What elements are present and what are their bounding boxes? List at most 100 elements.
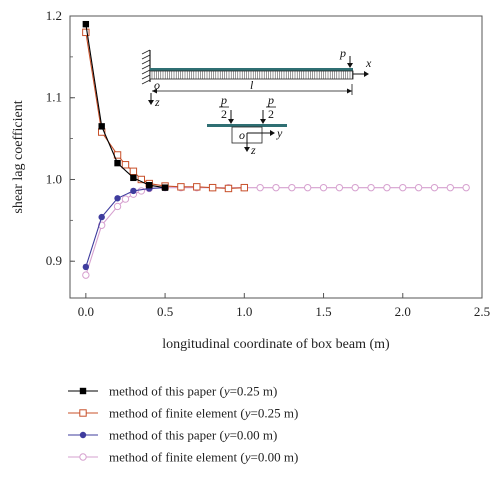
data-point bbox=[367, 183, 375, 192]
x-tick-label: 2.5 bbox=[474, 304, 490, 319]
x-axis-title: longitudinal coordinate of box beam (m) bbox=[162, 337, 390, 352]
x-tick-label: 0.0 bbox=[78, 304, 94, 319]
section-right-load-denominator: 2 bbox=[268, 107, 274, 121]
data-point bbox=[399, 183, 407, 192]
data-point bbox=[121, 195, 130, 203]
plot-frame bbox=[69, 15, 483, 299]
section-top-flange bbox=[207, 124, 287, 127]
y-tick-label: 1.1 bbox=[46, 90, 62, 105]
data-point bbox=[82, 263, 90, 271]
data-point bbox=[114, 159, 121, 167]
data-point bbox=[98, 123, 105, 130]
section-left-load-arrowhead bbox=[228, 119, 234, 124]
legend-item: method of finite element (y=0.25 m) bbox=[68, 406, 298, 421]
data-point bbox=[256, 183, 264, 192]
y-tick-label: 1.0 bbox=[46, 171, 62, 186]
legend-label-part: method of this paper ( bbox=[109, 428, 224, 443]
y-axis-title: shear lag coefficient bbox=[11, 100, 26, 213]
section-y-arrowhead bbox=[270, 130, 275, 136]
data-point bbox=[137, 187, 146, 195]
data-point bbox=[462, 183, 470, 192]
data-point bbox=[414, 183, 423, 192]
data-point bbox=[114, 195, 121, 202]
legend-label-part: y bbox=[243, 450, 251, 465]
legend-label: method of this paper (y=0.00 m) bbox=[109, 428, 277, 443]
x-tick-label: 1.0 bbox=[236, 304, 252, 319]
beam-schematic-inset: p x l o z p 2 bbox=[141, 46, 372, 157]
legend: method of this paper (y=0.25 m)method of… bbox=[68, 384, 298, 465]
data-point bbox=[240, 183, 249, 192]
span-dimension-right-arrow bbox=[347, 88, 352, 94]
data-point bbox=[335, 183, 344, 192]
beam-z-label: z bbox=[154, 95, 160, 109]
data-point bbox=[129, 167, 138, 176]
legend-item: method of this paper (y=0.25 m) bbox=[68, 384, 277, 399]
series-0 bbox=[82, 20, 169, 191]
beam-top-flange bbox=[150, 68, 353, 71]
legend-item: method of this paper (y=0.00 m) bbox=[68, 428, 277, 443]
section-z-label: z bbox=[250, 143, 256, 157]
data-point bbox=[130, 187, 137, 195]
legend-label: method of this paper (y=0.25 m) bbox=[109, 384, 277, 399]
section-y-label: y bbox=[276, 126, 283, 140]
tip-load-arrowhead bbox=[347, 63, 353, 68]
data-point bbox=[446, 183, 455, 192]
data-point bbox=[303, 183, 312, 192]
section-left-load-numerator: p bbox=[220, 93, 227, 107]
legend-label-part: y bbox=[222, 428, 230, 443]
section-right-load-arrowhead bbox=[260, 119, 266, 124]
data-point bbox=[121, 161, 130, 169]
data-point bbox=[208, 183, 217, 192]
x-tick-label: 0.5 bbox=[157, 304, 173, 319]
y-tick-label: 0.9 bbox=[46, 253, 62, 268]
legend-item: method of finite element (y=0.00 m) bbox=[68, 450, 298, 465]
legend-label: method of finite element (y=0.25 m) bbox=[109, 406, 298, 421]
legend-swatch-marker bbox=[79, 453, 87, 461]
legend-label-part: =0.00 m) bbox=[251, 450, 299, 465]
data-point bbox=[351, 183, 359, 192]
beam-body bbox=[149, 70, 354, 80]
legend-label-part: y bbox=[222, 384, 230, 399]
data-point bbox=[130, 174, 137, 182]
legend-label-part: method of this paper ( bbox=[109, 384, 224, 399]
data-point bbox=[319, 183, 328, 192]
beam-origin-label: o bbox=[154, 78, 160, 92]
data-point bbox=[177, 183, 185, 191]
data-point bbox=[193, 183, 201, 191]
series-layer bbox=[82, 20, 470, 279]
data-point bbox=[82, 271, 90, 279]
legend-label: method of finite element (y=0.00 m) bbox=[109, 450, 298, 465]
data-point bbox=[430, 183, 439, 192]
data-point bbox=[383, 183, 391, 192]
section-z-arrowhead bbox=[244, 147, 250, 152]
legend-label-part: method of finite element ( bbox=[109, 406, 245, 421]
legend-label-part: method of finite element ( bbox=[109, 450, 245, 465]
legend-label-part: =0.25 m) bbox=[230, 384, 278, 399]
span-dimension-left-arrow bbox=[152, 88, 157, 94]
span-length-label: l bbox=[250, 78, 254, 92]
data-point bbox=[288, 183, 296, 192]
beam-x-label: x bbox=[365, 56, 372, 70]
beam-z-arrowhead bbox=[148, 100, 154, 105]
beam-x-arrowhead bbox=[364, 71, 369, 77]
axis-ticks: 0.0 0.5 1.0 1.5 2.0 2.5 0.9 1.0 1.1 1.2 bbox=[46, 8, 490, 319]
data-point bbox=[82, 28, 90, 37]
legend-swatch-marker bbox=[79, 409, 87, 417]
data-point bbox=[161, 184, 169, 191]
data-point bbox=[82, 20, 90, 28]
tip-load-label: p bbox=[339, 46, 346, 60]
section-right-load-numerator: p bbox=[267, 93, 274, 107]
data-point bbox=[113, 202, 122, 211]
fixed-support-hatching bbox=[141, 49, 151, 85]
data-point bbox=[272, 183, 280, 192]
y-tick-label: 1.2 bbox=[46, 8, 62, 23]
section-origin-label: o bbox=[239, 128, 245, 142]
legend-label-part: y bbox=[243, 406, 251, 421]
legend-label-part: =0.00 m) bbox=[230, 428, 278, 443]
data-point bbox=[146, 182, 153, 189]
beam-web-hatching bbox=[151, 71, 353, 79]
data-point bbox=[98, 213, 105, 221]
x-tick-label: 2.0 bbox=[395, 304, 411, 319]
